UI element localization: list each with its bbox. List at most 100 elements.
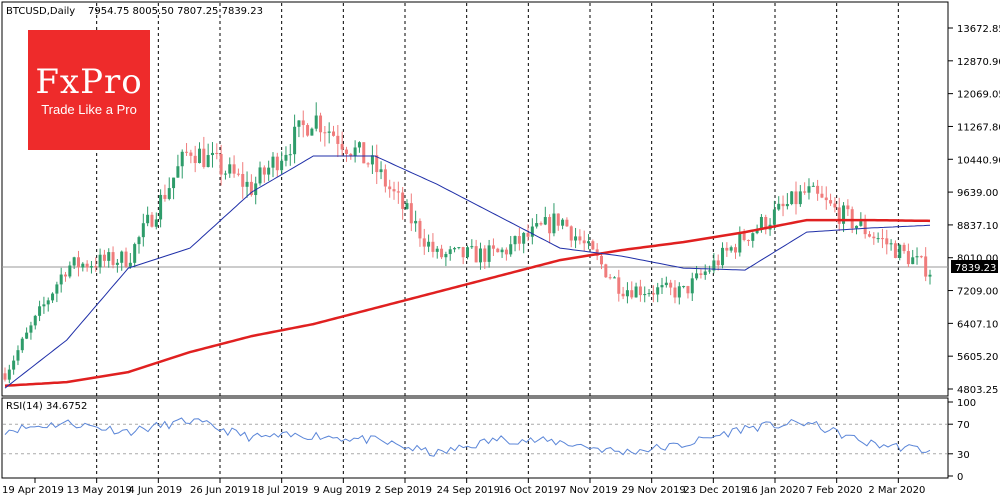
- candle-body: [535, 223, 539, 227]
- candles: [3, 102, 932, 384]
- candle-body: [928, 274, 932, 277]
- candle-body: [340, 143, 344, 150]
- candle-body: [695, 273, 699, 279]
- candle-body: [867, 234, 871, 237]
- candle-body: [842, 205, 846, 224]
- candle-body: [466, 247, 469, 258]
- x-tick-label: 26 Jun 2019: [190, 485, 250, 496]
- candle-body: [198, 148, 202, 164]
- price-axis: 13672.85 12870.90 12069.05 11267.80 10440.90…: [948, 24, 1000, 396]
- candle-body: [578, 236, 582, 241]
- candle-body: [898, 244, 902, 258]
- candle-body: [794, 191, 798, 205]
- price-tick-label: 9639.00: [957, 188, 998, 199]
- candle-body: [288, 154, 292, 156]
- candle-body: [275, 156, 279, 171]
- candle-body: [906, 251, 910, 265]
- candle-body: [509, 244, 513, 255]
- candle-body: [829, 200, 833, 204]
- candle-body: [3, 373, 7, 380]
- candle-body: [772, 209, 776, 225]
- x-tick-label: 13 May 2019: [67, 485, 132, 496]
- candle-body: [33, 315, 37, 326]
- candle-body: [872, 236, 876, 239]
- x-tick-label: 9 Aug 2019: [313, 485, 371, 496]
- candle-body: [496, 248, 500, 253]
- candle-body: [375, 155, 379, 173]
- candle-body: [461, 247, 465, 258]
- candle-body: [159, 194, 163, 220]
- ohlc-values: 7954.75 8005.50 7807.25 7839.23: [88, 6, 263, 17]
- candle-body: [764, 217, 768, 230]
- candle-body: [569, 226, 573, 241]
- price-tick-label: 11267.80: [957, 122, 1000, 133]
- candle-body: [323, 132, 327, 134]
- candle-body: [245, 181, 249, 187]
- candle-body: [638, 286, 642, 296]
- candle-body: [163, 194, 167, 199]
- price-tick-label: 12870.90: [957, 57, 1000, 68]
- ma-slow-line: [4, 218, 931, 387]
- candle-body: [781, 203, 785, 207]
- rsi-pane-frame: [1, 397, 949, 479]
- price-tick-label: 7209.00: [957, 287, 998, 298]
- candle-body: [474, 246, 478, 263]
- candle-body: [362, 142, 366, 164]
- candle-body: [146, 214, 150, 224]
- candle-body: [59, 274, 63, 285]
- price-tick-label: 6407.10: [957, 319, 998, 330]
- rsi-tick-label: 70: [957, 420, 970, 431]
- candle-body: [336, 135, 340, 144]
- candle-body: [435, 248, 439, 252]
- candle-body: [115, 262, 119, 265]
- candle-body: [76, 257, 80, 268]
- candle-body: [405, 203, 409, 209]
- candle-body: [20, 338, 24, 351]
- candle-body: [785, 204, 789, 207]
- candle-body: [612, 277, 616, 279]
- candle-body: [306, 125, 310, 136]
- x-tick-label: 16 Jan 2020: [745, 485, 805, 496]
- candle-body: [383, 169, 387, 187]
- candle-body: [392, 189, 396, 192]
- candle-body: [643, 294, 647, 296]
- candle-body: [574, 236, 578, 241]
- rsi-levels: [3, 423, 947, 455]
- candle-body: [634, 286, 638, 298]
- symbol-label: BTCUSD,Daily: [6, 6, 75, 17]
- current-price-marker: [951, 260, 998, 273]
- fxpro-logo: FxPro Trade Like a Pro: [28, 30, 150, 150]
- candle-body: [902, 244, 906, 252]
- candle-body: [427, 241, 431, 247]
- candle-body: [885, 238, 889, 245]
- candle-body: [102, 254, 106, 261]
- candle-body: [262, 167, 266, 175]
- rsi-tick-label: 0: [957, 472, 963, 483]
- candle-body: [876, 238, 880, 240]
- candle-body: [357, 142, 361, 148]
- candle-body: [431, 241, 435, 252]
- candle-body: [859, 221, 863, 226]
- candle-body: [539, 223, 543, 225]
- candle-body: [414, 220, 418, 224]
- x-tick-label: 29 Nov 2019: [622, 485, 686, 496]
- candle-body: [798, 191, 802, 205]
- candle-body: [513, 236, 517, 245]
- candle-body: [552, 213, 556, 234]
- candle-body: [89, 266, 93, 268]
- candle-body: [500, 249, 504, 253]
- rsi-line: [4, 417, 931, 457]
- candle-body: [236, 173, 240, 175]
- candle-body: [522, 232, 526, 244]
- candle-body: [591, 241, 595, 250]
- x-tick-label: 19 Apr 2019: [2, 485, 64, 496]
- candle-body: [444, 254, 448, 258]
- candle-body: [301, 120, 305, 126]
- candle-body: [919, 256, 923, 258]
- candle-body: [673, 287, 677, 298]
- candle-body: [42, 304, 46, 307]
- candle-body: [487, 245, 491, 262]
- price-tick-label: 12069.05: [957, 90, 1000, 101]
- candle-body: [751, 233, 755, 241]
